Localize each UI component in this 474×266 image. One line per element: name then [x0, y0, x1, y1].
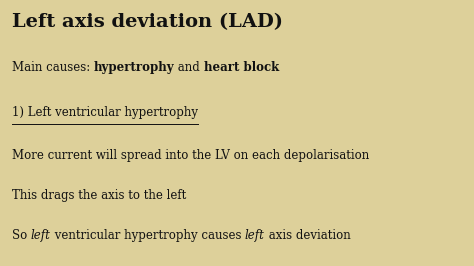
Text: More current will spread into the LV on each depolarisation: More current will spread into the LV on …	[12, 149, 369, 162]
Text: left: left	[31, 229, 51, 242]
Text: and: and	[174, 61, 204, 74]
Text: Left axis deviation (LAD): Left axis deviation (LAD)	[12, 13, 283, 31]
Text: ventricular hypertrophy causes: ventricular hypertrophy causes	[51, 229, 245, 242]
Text: This drags the axis to the left: This drags the axis to the left	[12, 189, 186, 202]
Text: 1) Left ventricular hypertrophy: 1) Left ventricular hypertrophy	[12, 106, 198, 119]
Text: axis deviation: axis deviation	[265, 229, 351, 242]
Text: left: left	[245, 229, 265, 242]
Text: Main causes:: Main causes:	[12, 61, 94, 74]
Text: hypertrophy: hypertrophy	[94, 61, 174, 74]
Text: heart block: heart block	[204, 61, 279, 74]
Text: So: So	[12, 229, 31, 242]
